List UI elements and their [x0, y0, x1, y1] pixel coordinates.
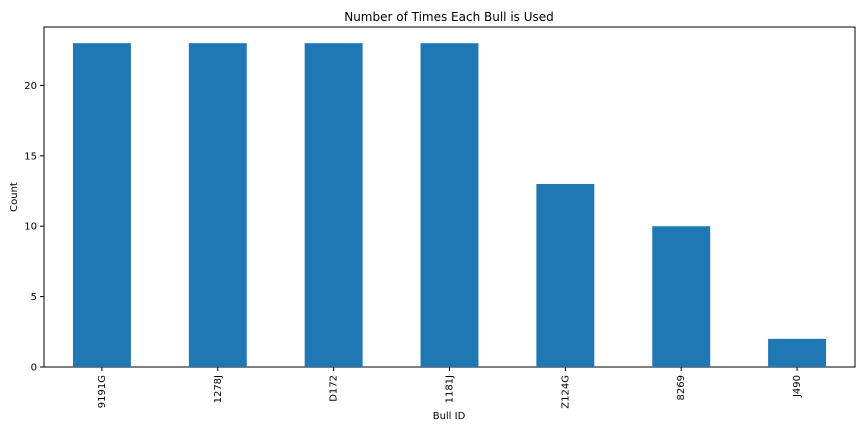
- y-tick-label: 5: [31, 292, 37, 303]
- x-tick-label: 1181J: [445, 375, 456, 403]
- y-axis: 0 5 10 15 20: [24, 81, 44, 374]
- x-axis-label: Bull ID: [433, 411, 466, 422]
- bar-1181J: [420, 43, 479, 367]
- x-tick-label: 8269: [676, 375, 687, 400]
- chart-title: Number of Times Each Bull is Used: [344, 10, 554, 24]
- x-tick-label: J490: [792, 375, 803, 398]
- y-tick-label: 0: [31, 363, 37, 374]
- y-tick-label: 20: [24, 81, 37, 92]
- x-tick-label: Z124G: [560, 375, 571, 409]
- x-tick-label: D172: [329, 375, 340, 402]
- y-tick-label: 15: [24, 151, 37, 162]
- x-tick-label: 9191G: [97, 375, 108, 408]
- y-axis-label: Count: [9, 182, 20, 212]
- y-tick-label: 10: [24, 222, 37, 233]
- bar-9191G: [72, 43, 131, 367]
- bar-8269: [652, 226, 711, 367]
- bar-Z124G: [536, 183, 595, 367]
- bars-group: [72, 43, 827, 367]
- bar-D172: [304, 43, 363, 367]
- bar-1278J: [188, 43, 247, 367]
- x-tick-label: 1278J: [213, 375, 224, 403]
- bar-J490: [768, 338, 827, 367]
- x-axis: 9191G 1278J D172 1181J Z124G 8269 J490: [97, 367, 803, 409]
